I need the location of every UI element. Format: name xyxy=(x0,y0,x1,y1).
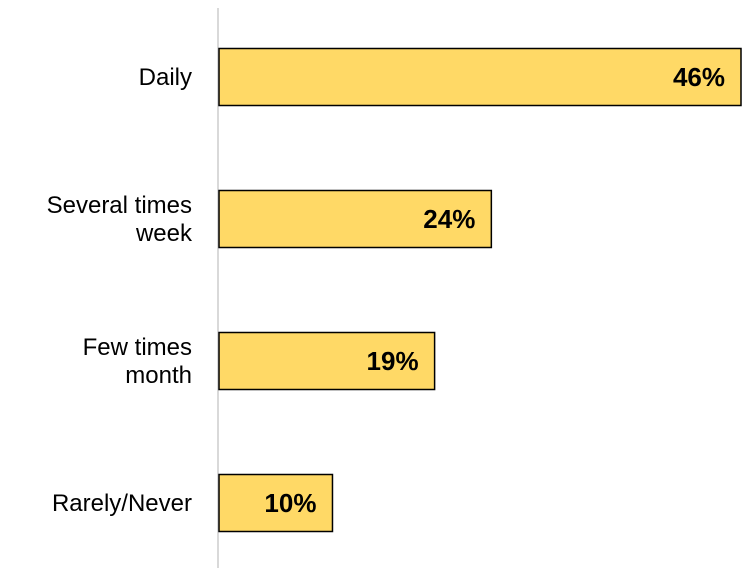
category-label-2: Few times month xyxy=(83,334,192,389)
category-label-line: Few times xyxy=(83,334,192,361)
category-label-line: month xyxy=(125,362,192,389)
category-label-3: Rarely/Never xyxy=(52,490,192,517)
category-label-line: Several times xyxy=(47,192,192,219)
bar-3 xyxy=(218,473,334,533)
data-label-0: 46% xyxy=(673,62,725,92)
category-label-line: Rarely/Never xyxy=(52,490,192,517)
bar-0 xyxy=(218,47,742,107)
bars-layer: 46% Daily 24% Several times week 19% Few times… xyxy=(47,47,742,533)
data-label-2: 19% xyxy=(367,346,419,376)
category-label-0: Daily xyxy=(139,64,192,91)
category-label-line: Daily xyxy=(139,64,192,91)
data-label-1: 24% xyxy=(423,204,475,234)
category-label-1: Several times week xyxy=(47,192,193,247)
data-label-3: 10% xyxy=(264,488,316,518)
category-label-line: week xyxy=(135,220,193,247)
bar-1 xyxy=(218,189,493,249)
bar-2 xyxy=(218,331,436,391)
